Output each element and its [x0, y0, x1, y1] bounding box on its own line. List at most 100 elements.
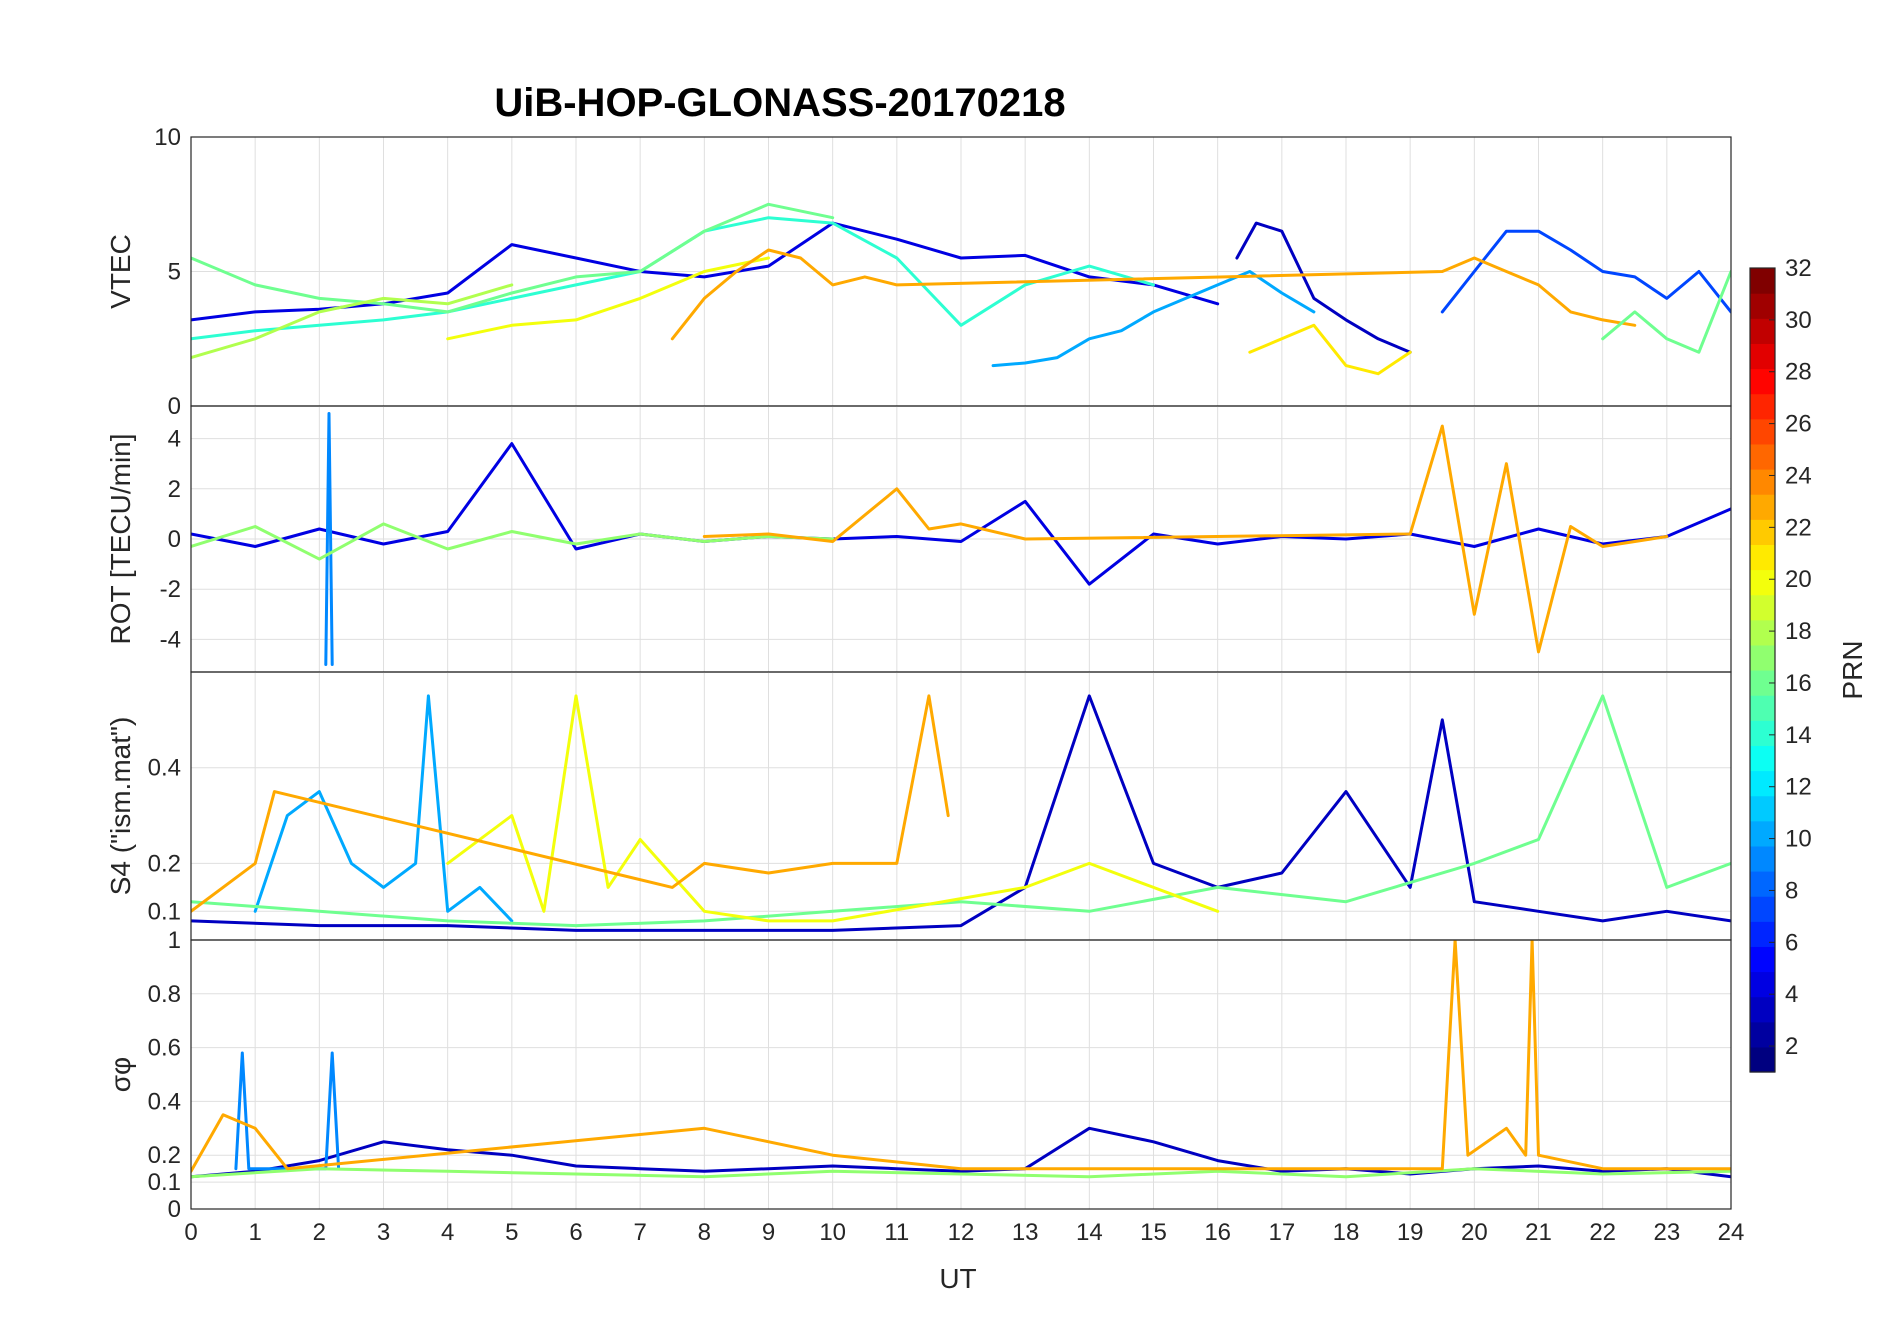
y-axis-label: VTEC — [105, 234, 136, 309]
x-tick-label: 3 — [377, 1219, 390, 1246]
y-tick-label: 0 — [168, 1196, 181, 1223]
series-line-prn-21 — [1248, 323, 1412, 376]
colorbar-swatch — [1750, 845, 1775, 872]
colorbar-swatch — [1750, 619, 1775, 646]
colorbar-swatch — [1750, 695, 1775, 721]
panel-3: 0.4 0.2 0.1 S4 ("ism.mat") — [105, 671, 1732, 941]
colorbar-swatch — [1750, 494, 1775, 520]
series-line-prn-17 — [191, 1167, 1731, 1179]
y-tick-label: -2 — [160, 576, 181, 603]
colorbar-tick-label: 18 — [1785, 618, 1812, 645]
y-axis-label: S4 ("ism.mat") — [105, 717, 136, 896]
y-tick-label: 0.6 — [148, 1035, 181, 1062]
y-axis-label: ROT [TECU/min] — [105, 433, 136, 644]
colorbar-swatch — [1750, 720, 1775, 746]
x-tick-label: 22 — [1589, 1219, 1616, 1246]
series-line-prn-23 — [191, 694, 950, 913]
x-tick-label: 16 — [1204, 1219, 1231, 1246]
colorbar-swatch — [1750, 393, 1775, 420]
y-tick-label: 1 — [168, 927, 181, 954]
colorbar-swatch — [1750, 946, 1775, 973]
y-tick-label: 5 — [168, 259, 181, 286]
colorbar-swatch — [1750, 469, 1775, 495]
y-tick-label: 0.4 — [148, 755, 181, 782]
panel-1: 0 5 10 VTEC — [105, 124, 1732, 420]
x-tick-label: 19 — [1397, 1219, 1424, 1246]
series-group — [191, 412, 1731, 666]
y-tick-label: 0.8 — [148, 981, 181, 1008]
colorbar-swatch — [1750, 544, 1775, 571]
x-tick-label: 1 — [248, 1219, 261, 1246]
x-tick-label: 20 — [1461, 1219, 1488, 1246]
colorbar-tick-label: 10 — [1785, 826, 1812, 853]
y-tick-label: 10 — [154, 124, 181, 151]
colorbar-swatch — [1750, 268, 1775, 294]
y-tick-label: -4 — [160, 626, 181, 653]
x-tick-label: 6 — [569, 1219, 582, 1246]
panel-4: 00.10.2 0.4 0.6 0.8 1 σφ — [105, 927, 1732, 1223]
x-tick-label: 8 — [698, 1219, 711, 1246]
colorbar-swatch — [1750, 343, 1775, 370]
y-tick-label: 0.1 — [148, 898, 181, 925]
x-tick-label: 5 — [505, 1219, 518, 1246]
x-tick-label: 18 — [1333, 1219, 1360, 1246]
colorbar-tick-label: 12 — [1785, 774, 1812, 801]
x-tick-label: 10 — [819, 1219, 846, 1246]
colorbar-swatch — [1750, 318, 1775, 344]
colorbar-swatch — [1750, 1046, 1775, 1073]
series-line-prn-23 — [191, 940, 1731, 1173]
x-tick-label: 2 — [313, 1219, 326, 1246]
series-line-prn-18 — [191, 283, 514, 360]
series-group — [191, 202, 1731, 376]
colorbar-swatch — [1750, 820, 1775, 847]
colorbar-swatch — [1750, 293, 1775, 319]
series-group — [191, 694, 1731, 932]
colorbar-swatch — [1750, 644, 1775, 671]
y-tick-label: 0.2 — [148, 1142, 181, 1169]
colorbar-swatch — [1750, 971, 1775, 998]
colorbar-tick-label: 24 — [1785, 462, 1812, 489]
chart-title: UiB-HOP-GLONASS-20170218 — [494, 81, 1065, 125]
y-tick-label: 4 — [168, 426, 181, 453]
series-line-prn-23 — [702, 424, 1669, 654]
series-line-prn-9 — [324, 412, 334, 666]
series-group — [191, 940, 1731, 1179]
y-tick-label: 0.4 — [148, 1088, 181, 1115]
series-line-prn-16 — [1601, 270, 1731, 354]
x-tick-label: 23 — [1653, 1219, 1680, 1246]
colorbar-tick-label: 16 — [1785, 670, 1812, 697]
x-tick-label: 9 — [762, 1219, 775, 1246]
x-tick-label: 7 — [633, 1219, 646, 1246]
colorbar-label: PRN — [1837, 640, 1868, 699]
series-line-prn-10 — [253, 694, 514, 923]
x-tick-label: 11 — [884, 1219, 909, 1246]
y-tick-label: 2 — [168, 476, 181, 503]
series-line-prn-14 — [191, 216, 1155, 341]
colorbar-tick-label: 20 — [1785, 566, 1812, 593]
colorbar-tick-label: 32 — [1785, 255, 1812, 282]
series-line-prn-17 — [191, 522, 835, 561]
colorbar-tick-label: 8 — [1785, 877, 1798, 904]
colorbar-swatch — [1750, 368, 1775, 395]
colorbar-frame — [1749, 267, 1776, 1073]
colorbar-swatch — [1750, 770, 1775, 797]
x-tick-label: 13 — [1012, 1219, 1039, 1246]
colorbar-swatch — [1750, 871, 1775, 897]
x-axis-label: UT — [939, 1263, 976, 1294]
series-line-prn-20 — [446, 694, 1220, 923]
colorbar-swatch — [1750, 519, 1775, 545]
x-ticks: 0 1 2 3 4 5 6 7 8 9 10 11 12 13 14 15 16 17 18 19 20 21 22 23 24 — [184, 1219, 1744, 1246]
x-tick-label: 4 — [441, 1219, 454, 1246]
series-line-prn-4 — [191, 221, 1220, 322]
series-line-prn-16 — [191, 694, 1731, 928]
colorbar-tick-label: 30 — [1785, 307, 1812, 334]
series-line-prn-10 — [991, 270, 1316, 368]
colorbar-swatch — [1750, 996, 1775, 1023]
colorbar-swatch — [1750, 921, 1775, 947]
x-tick-label: 21 — [1525, 1219, 1552, 1246]
x-tick-label: 17 — [1268, 1219, 1295, 1246]
x-tick-label: 0 — [184, 1219, 197, 1246]
